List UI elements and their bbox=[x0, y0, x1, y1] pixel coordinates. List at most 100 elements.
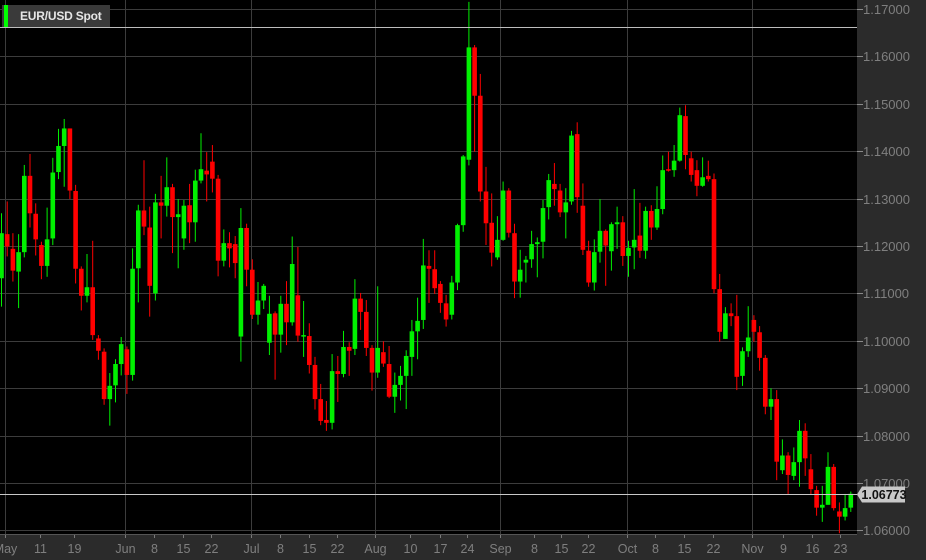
candle-body-down bbox=[27, 175, 33, 214]
x-tick-label: 8 bbox=[531, 542, 538, 556]
candle-body-down bbox=[734, 316, 740, 377]
candle-body-up bbox=[409, 331, 415, 357]
candle-body-up bbox=[255, 300, 261, 315]
candle-body-down bbox=[369, 347, 375, 373]
candle-body-up bbox=[278, 303, 284, 335]
candle-body-down bbox=[426, 265, 432, 269]
reference-lines bbox=[0, 27, 857, 495]
candle-body-up bbox=[16, 252, 21, 272]
candle-body-up bbox=[193, 180, 198, 223]
candle-body-down bbox=[717, 289, 722, 332]
candle-body-up bbox=[22, 175, 27, 253]
price-tag-box bbox=[857, 486, 905, 503]
legend-marker bbox=[4, 5, 8, 27]
candle-body-down bbox=[683, 116, 688, 155]
candle-body-up bbox=[44, 239, 50, 266]
candle-body-down bbox=[831, 466, 836, 509]
candle-body-down bbox=[763, 357, 768, 407]
x-tick-label: 23 bbox=[834, 542, 848, 556]
legend-label: EUR/USD Spot bbox=[20, 9, 102, 23]
candle-body-down bbox=[67, 128, 73, 191]
candle-body-up bbox=[130, 268, 135, 375]
candle-body-down bbox=[73, 191, 78, 269]
candle-body-down bbox=[483, 191, 489, 224]
candle-body-up bbox=[848, 493, 854, 508]
candle-body-down bbox=[295, 295, 301, 336]
candle-body-down bbox=[307, 336, 312, 365]
candle-body-up bbox=[301, 335, 306, 337]
candle-body-down bbox=[272, 313, 278, 335]
y-tick-label: 1.06000 bbox=[863, 523, 910, 538]
candle-body-down bbox=[443, 303, 449, 320]
y-axis: 1.17000 1.16000 1.15000 1.14000 1.13000 1.120… bbox=[857, 2, 910, 538]
x-tick-label: 22 bbox=[205, 542, 219, 556]
candle-body-up bbox=[825, 466, 831, 505]
candle-body-down bbox=[141, 210, 147, 227]
candle-body-down bbox=[244, 227, 249, 270]
y-tick-label: 1.11000 bbox=[863, 286, 909, 301]
candle-body-down bbox=[324, 419, 329, 423]
y-tick-label: 1.13000 bbox=[863, 192, 910, 207]
candle-body-down bbox=[757, 332, 762, 358]
candle-body-down bbox=[386, 364, 392, 397]
candle-body-up bbox=[700, 177, 705, 186]
candle-body-down bbox=[33, 213, 38, 240]
candle-body-up bbox=[723, 313, 728, 339]
candle-body-down bbox=[250, 269, 255, 315]
candle-body-down bbox=[438, 283, 443, 303]
candle-body-down bbox=[232, 244, 238, 264]
candle-body-up bbox=[740, 351, 745, 376]
x-tick-label: Sep bbox=[489, 542, 511, 556]
candle-body-down bbox=[785, 455, 791, 475]
candle-body-up bbox=[107, 385, 113, 400]
candle-body-down bbox=[381, 352, 386, 364]
candle-body-up bbox=[631, 239, 637, 248]
candle-body-up bbox=[0, 233, 4, 279]
candle-body-up bbox=[517, 269, 523, 282]
candle-body-up bbox=[375, 347, 380, 373]
candle-body-down bbox=[90, 287, 95, 336]
candle-body-down bbox=[552, 183, 557, 190]
candle-body-down bbox=[432, 269, 437, 289]
candle-body-down bbox=[666, 169, 671, 171]
candle-body-up bbox=[563, 202, 569, 213]
x-tick-label: 24 bbox=[461, 542, 475, 556]
candle-body-up bbox=[745, 337, 751, 352]
candle-body-down bbox=[284, 303, 289, 323]
candle-body-down bbox=[649, 210, 654, 228]
x-tick-label: 8 bbox=[652, 542, 659, 556]
candle-body-up bbox=[392, 384, 398, 397]
candle-body-up bbox=[198, 169, 204, 181]
candle-body-down bbox=[506, 190, 512, 233]
candle-body-down bbox=[557, 190, 563, 213]
candle-body-up bbox=[609, 224, 614, 252]
x-tick-label: Oct bbox=[618, 542, 638, 556]
candle-body-down bbox=[187, 205, 192, 223]
x-tick-label: Nov bbox=[741, 542, 764, 556]
x-tick-label: May bbox=[0, 542, 18, 556]
candle-body-up bbox=[460, 156, 466, 226]
candle-body-down bbox=[39, 245, 44, 266]
candle-body-down bbox=[215, 178, 221, 261]
candle-body-down bbox=[637, 235, 643, 251]
candle-body-up bbox=[820, 504, 825, 508]
x-tick-label: 19 bbox=[68, 542, 82, 556]
candle-body-down bbox=[574, 134, 580, 198]
candle-body-down bbox=[79, 268, 84, 296]
candle-body-down bbox=[580, 205, 586, 250]
x-tick-label: 17 bbox=[434, 542, 448, 556]
candle-body-up bbox=[677, 115, 683, 161]
x-tick-label: 15 bbox=[555, 542, 569, 556]
candle-body-up bbox=[118, 344, 124, 365]
candle-body-down bbox=[694, 170, 700, 186]
candle-body-down bbox=[147, 227, 152, 286]
candle-body-down bbox=[586, 250, 591, 283]
candle-body-down bbox=[478, 95, 483, 192]
candle-body-up bbox=[421, 265, 426, 320]
candle-body-up bbox=[175, 214, 181, 218]
candle-body-up bbox=[61, 128, 67, 146]
x-tick-label: 8 bbox=[277, 542, 284, 556]
candle-body-down bbox=[774, 399, 779, 462]
y-tick-label: 1.09000 bbox=[863, 381, 910, 396]
